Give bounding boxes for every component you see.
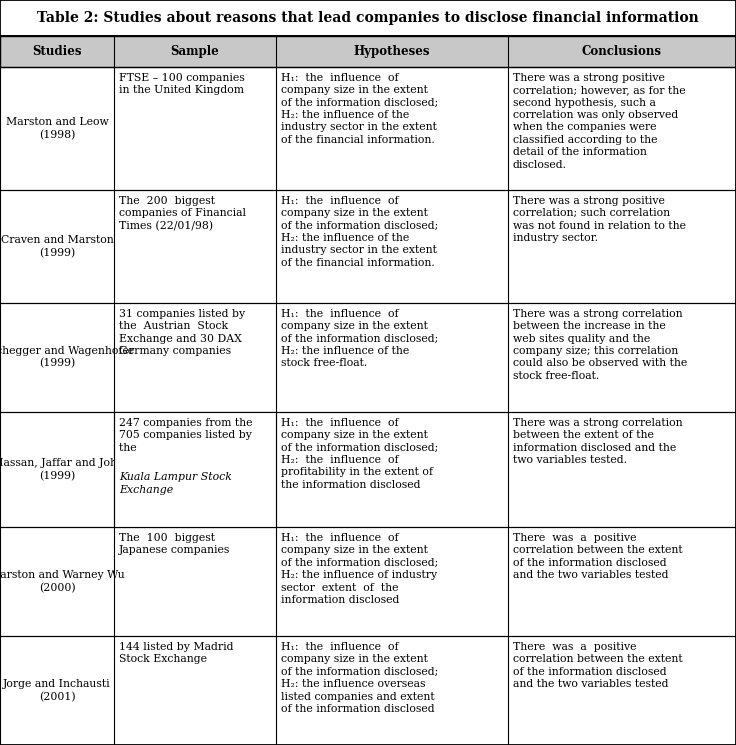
Text: There  was  a  positive
correlation between the extent
of the information disclo: There was a positive correlation between… bbox=[513, 533, 682, 580]
Bar bbox=[0, 67, 736, 190]
Bar bbox=[0, 527, 736, 636]
Text: Hypotheses: Hypotheses bbox=[354, 45, 430, 58]
Bar bbox=[0, 36, 736, 67]
Text: 144 listed by Madrid
Stock Exchange: 144 listed by Madrid Stock Exchange bbox=[119, 642, 234, 665]
Text: There was a strong correlation
between the extent of the
information disclosed a: There was a strong correlation between t… bbox=[513, 418, 682, 465]
Text: There was a strong correlation
between the increase in the
web sites quality and: There was a strong correlation between t… bbox=[513, 308, 687, 381]
Bar bbox=[0, 412, 736, 527]
Text: Kuala Lampur Stock
Exchange: Kuala Lampur Stock Exchange bbox=[119, 472, 232, 495]
Bar bbox=[0, 190, 736, 302]
Text: Craven and Marston
(1999): Craven and Marston (1999) bbox=[1, 235, 113, 258]
Text: The  200  biggest
companies of Financial
Times (22/01/98): The 200 biggest companies of Financial T… bbox=[119, 196, 247, 231]
Text: Conclusions: Conclusions bbox=[582, 45, 662, 58]
Text: There was a strong positive
correlation; however, as for the
second hypothesis, : There was a strong positive correlation;… bbox=[513, 73, 686, 170]
Text: H₁:  the  influence  of
company size in the extent
of the information disclosed;: H₁: the influence of company size in the… bbox=[281, 533, 439, 605]
Text: H₁:  the  influence  of
company size in the extent
of the information disclosed;: H₁: the influence of company size in the… bbox=[281, 642, 439, 714]
Text: Sample: Sample bbox=[171, 45, 219, 58]
Text: Table 2: Studies about reasons that lead companies to disclose financial informa: Table 2: Studies about reasons that lead… bbox=[37, 11, 699, 25]
Bar bbox=[0, 527, 736, 636]
Text: H₁:  the  influence  of
company size in the extent
of the information disclosed;: H₁: the influence of company size in the… bbox=[281, 196, 439, 268]
Bar bbox=[0, 36, 736, 67]
Text: Marston and Leow
(1998): Marston and Leow (1998) bbox=[6, 117, 108, 140]
Bar bbox=[0, 302, 736, 412]
Text: H₁:  the  influence  of
company size in the extent
of the information disclosed;: H₁: the influence of company size in the… bbox=[281, 418, 439, 489]
Text: There was a strong positive
correlation; such correlation
was not found in relat: There was a strong positive correlation;… bbox=[513, 196, 686, 243]
Text: 31 companies listed by
the  Austrian  Stock
Exchange and 30 DAX
Germany companie: 31 companies listed by the Austrian Stoc… bbox=[119, 308, 245, 356]
Bar bbox=[0, 0, 736, 36]
Bar bbox=[114, 412, 276, 527]
Text: Hassan, Jaffar and Johl
(1999): Hassan, Jaffar and Johl (1999) bbox=[0, 458, 120, 481]
Bar bbox=[0, 412, 736, 527]
Text: Pirchegger and Wagenhofer
(1999): Pirchegger and Wagenhofer (1999) bbox=[0, 346, 134, 369]
Bar bbox=[0, 190, 736, 302]
Text: H₁:  the  influence  of
company size in the extent
of the information disclosed;: H₁: the influence of company size in the… bbox=[281, 308, 439, 368]
Bar bbox=[0, 302, 736, 412]
Bar bbox=[0, 67, 736, 190]
Text: H₁:  the  influence  of
company size in the extent
of the information disclosed;: H₁: the influence of company size in the… bbox=[281, 73, 439, 145]
Text: Marston and Warney Wu
(2000): Marston and Warney Wu (2000) bbox=[0, 570, 125, 593]
Text: Jorge and Inchausti
(2001): Jorge and Inchausti (2001) bbox=[3, 679, 111, 702]
Text: FTSE – 100 companies
in the United Kingdom: FTSE – 100 companies in the United Kingd… bbox=[119, 73, 245, 95]
Bar bbox=[114, 412, 276, 527]
Text: Studies: Studies bbox=[32, 45, 82, 58]
Text: The  100  biggest
Japanese companies: The 100 biggest Japanese companies bbox=[119, 533, 230, 555]
Bar bbox=[0, 636, 736, 745]
Text: There  was  a  positive
correlation between the extent
of the information disclo: There was a positive correlation between… bbox=[513, 642, 682, 689]
Bar bbox=[0, 636, 736, 745]
Text: 247 companies from the
705 companies listed by
the Kuala Lampur Stock
Exchange: 247 companies from the 705 companies lis… bbox=[119, 418, 252, 465]
Text: 247 companies from the
705 companies listed by
the: 247 companies from the 705 companies lis… bbox=[119, 418, 252, 452]
